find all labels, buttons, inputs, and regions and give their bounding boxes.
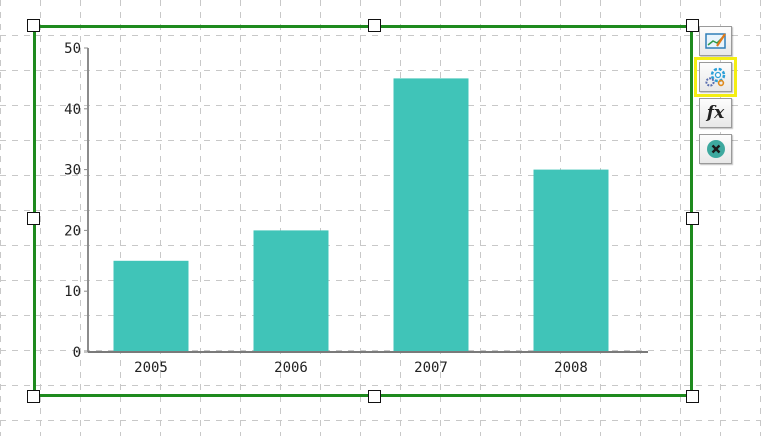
x-tick-label: 2007 [414,360,448,376]
resize-handle-left[interactable] [27,212,40,225]
bar-2007[interactable] [393,78,469,353]
x-tick-label: 2008 [554,360,588,376]
y-tick-label: 50 [64,41,81,57]
resize-handle-right[interactable] [686,212,699,225]
resize-handle-top[interactable] [368,19,381,32]
resize-handle-top-left[interactable] [27,19,40,32]
chart-object[interactable]: 0 10 20 30 40 50 2005 2006 2007 2008 [33,25,693,397]
resize-handle-bottom-left[interactable] [27,390,40,403]
delete-chart-button[interactable] [699,134,732,164]
bar-2006[interactable] [253,230,329,352]
close-icon [706,140,725,158]
bar-2008[interactable] [533,169,609,352]
x-tick-label: 2005 [134,360,168,376]
chart-selection-frame[interactable] [33,25,693,397]
edit-chart-button[interactable] [699,26,732,56]
bar-chart: 0 10 20 30 40 50 2005 2006 2007 2008 [64,41,648,376]
resize-handle-bottom-right[interactable] [686,390,699,403]
chart-settings-button[interactable] [694,57,737,97]
resize-handle-bottom[interactable] [368,390,381,403]
y-tick-label: 0 [73,345,81,361]
y-tick-label: 20 [64,223,81,239]
y-tick-label: 30 [64,163,81,179]
formula-icon: fx [706,103,725,123]
gear-icon [704,67,725,87]
y-tick-label: 10 [64,284,81,300]
x-tick-label: 2006 [274,360,308,376]
y-tick-label: 40 [64,102,81,118]
resize-handle-top-right[interactable] [686,19,699,32]
chart-edit-icon [704,33,726,49]
bar-2005[interactable] [113,260,189,352]
formula-button[interactable]: fx [699,98,732,128]
